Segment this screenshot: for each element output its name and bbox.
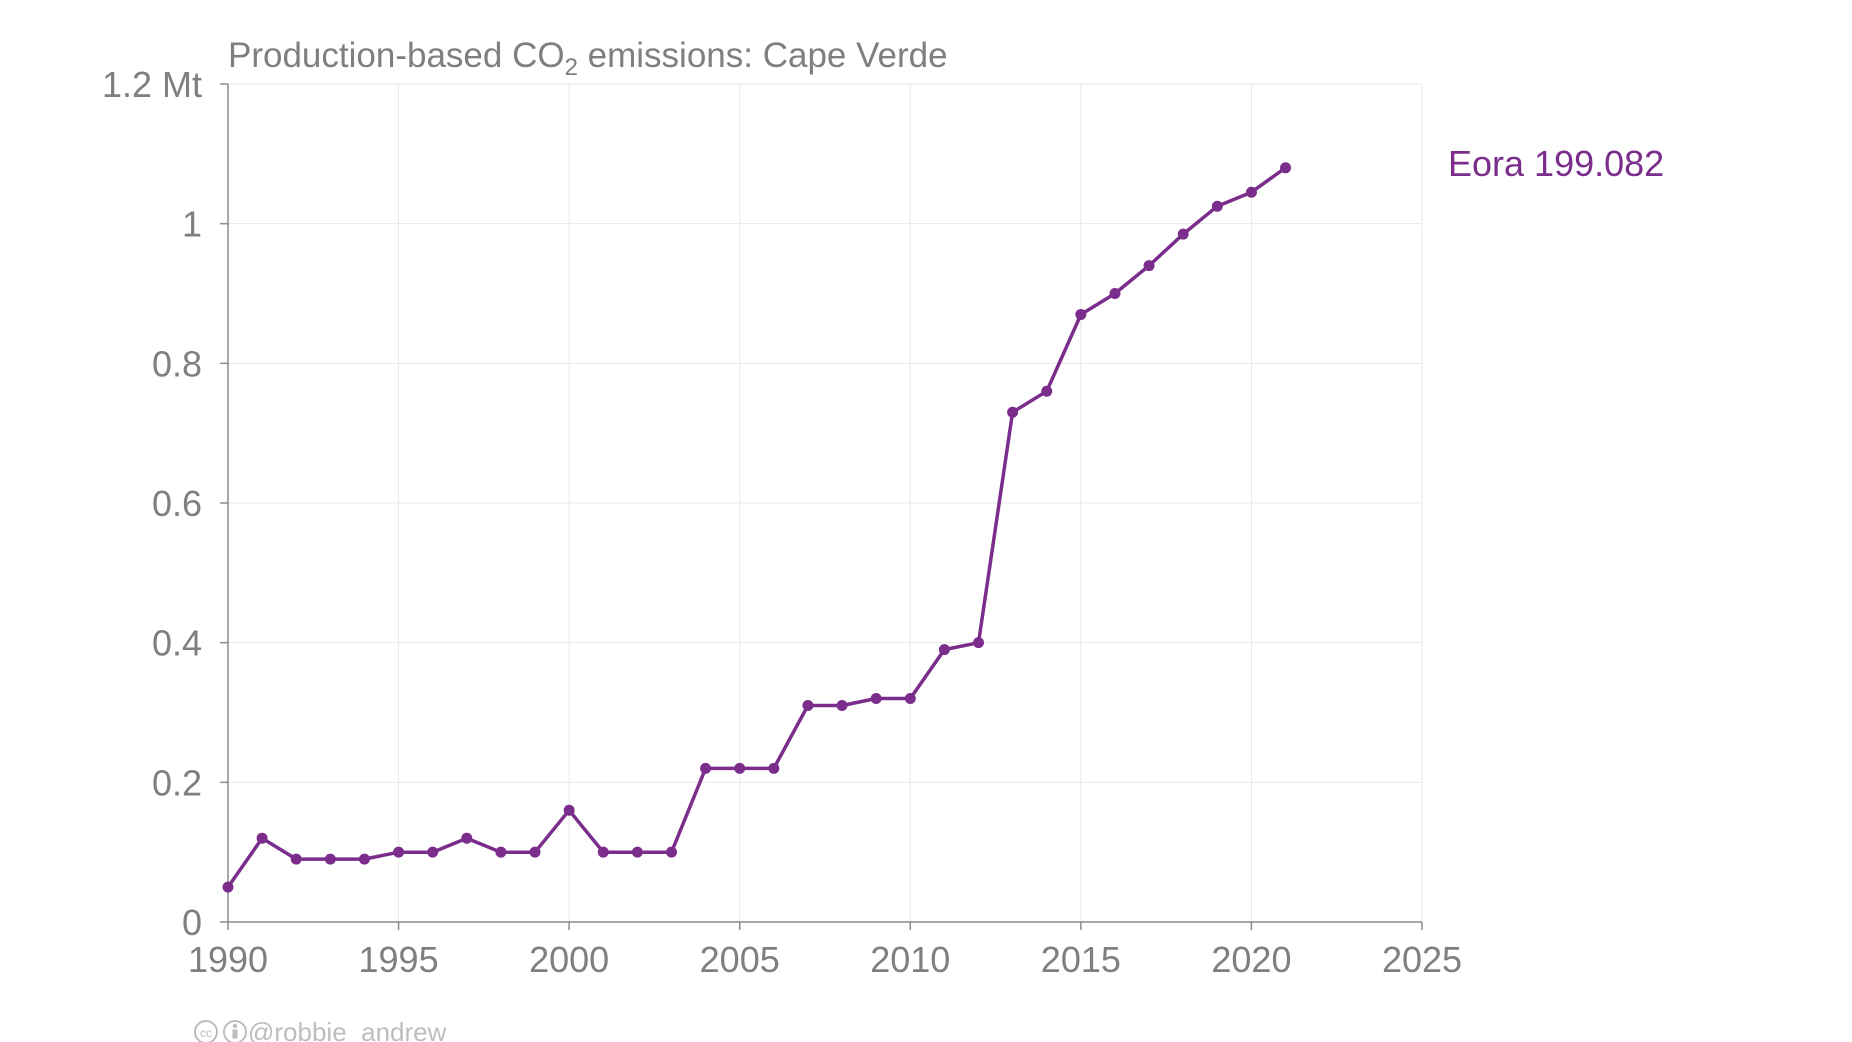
x-tick-label: 2000 (529, 939, 609, 980)
data-point (324, 853, 336, 865)
x-tick-label: 2010 (870, 939, 950, 980)
y-tick-label: 0.6 (152, 483, 202, 524)
svg-text:cc: cc (200, 1026, 212, 1040)
data-point (1041, 385, 1053, 397)
title-suffix: emissions: Cape Verde (578, 36, 948, 75)
data-point (427, 846, 439, 858)
cc-icon: cc (194, 1020, 218, 1042)
credit-text: @robbie_andrew (248, 1017, 447, 1042)
data-point (836, 700, 848, 712)
data-point (393, 846, 405, 858)
data-point (1280, 162, 1292, 174)
x-tick-label: 2020 (1211, 939, 1291, 980)
data-point (938, 644, 950, 656)
y-tick-label: 1 (182, 204, 202, 245)
data-point (802, 700, 814, 712)
title-subscript: 2 (565, 54, 578, 81)
y-axis-ticks: 0 0.2 0.4 0.6 0.8 1 1.2 Mt (102, 64, 228, 943)
data-point (1177, 228, 1189, 240)
data-point (1075, 308, 1087, 320)
chart-title: Production-based CO2 emissions: Cape Ver… (228, 36, 948, 81)
series-line (226, 166, 1287, 889)
data-point (973, 637, 985, 649)
x-tick-label: 1995 (359, 939, 439, 980)
data-point (1007, 406, 1019, 418)
data-point (461, 832, 473, 844)
data-point (904, 693, 916, 705)
data-point (631, 846, 643, 858)
y-tick-label: 1.2 Mt (102, 64, 202, 105)
series (222, 162, 1292, 893)
y-tick-label: 0 (182, 902, 202, 943)
y-tick-label: 0.8 (152, 343, 202, 384)
y-tick-label: 0.4 (152, 623, 202, 664)
data-point (734, 762, 746, 774)
data-point (1245, 186, 1257, 198)
data-point (563, 804, 575, 816)
data-point (870, 693, 882, 705)
data-point (290, 853, 302, 865)
data-point (358, 853, 370, 865)
data-point (222, 881, 234, 893)
data-point (495, 846, 507, 858)
credit: cc @robbie_andrew (194, 1017, 447, 1042)
data-point (1143, 260, 1155, 272)
y-tick-label: 0.2 (152, 762, 202, 803)
data-point (1211, 200, 1223, 212)
data-point (256, 832, 268, 844)
x-axis-ticks: 1990 1995 2000 2005 2010 2015 2020 2025 (188, 922, 1462, 980)
grid (227, 83, 1423, 923)
x-tick-label: 2015 (1041, 939, 1121, 980)
data-point (597, 846, 609, 858)
x-tick-label: 1990 (188, 939, 268, 980)
data-point (700, 762, 712, 774)
data-point (529, 846, 541, 858)
x-tick-label: 2005 (700, 939, 780, 980)
series-label: Eora 199.082 (1448, 143, 1664, 184)
title-prefix: Production-based CO (228, 36, 565, 75)
x-tick-label: 2025 (1382, 939, 1462, 980)
data-point (768, 762, 780, 774)
by-icon (223, 1020, 247, 1042)
data-point (665, 846, 677, 858)
data-point (1109, 288, 1121, 299)
